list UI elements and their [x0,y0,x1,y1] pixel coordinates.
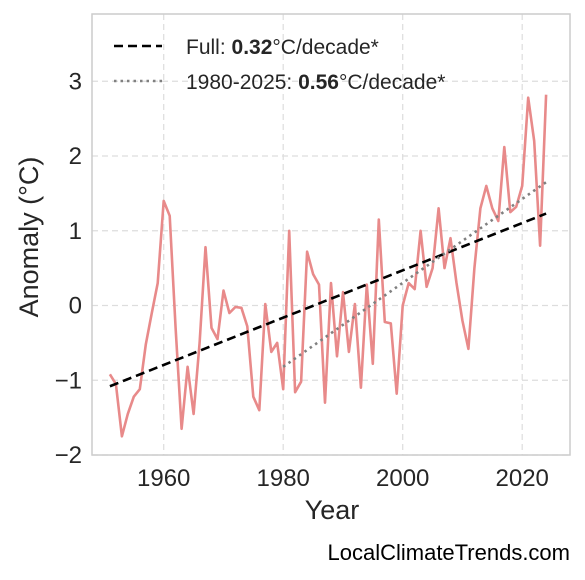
legend: Full: 0.32°C/decade* 1980-2025: 0.56°C/d… [114,36,445,94]
legend-full-unit: °C/decade* [272,36,378,59]
plot-area-frame [91,13,571,456]
x-tick-labels: 1960 1980 2000 2020 [137,465,549,492]
y-tick-label: −1 [55,367,82,394]
x-axis-label: Year [305,495,360,525]
legend-recent-prefix: 1980-2025: [186,71,298,94]
grid-lines [92,14,570,456]
y-tick-label: 3 [69,68,82,95]
legend-entry-recent: 1980-2025: 0.56°C/decade* [186,71,445,94]
legend-recent-unit: °C/decade* [339,71,445,94]
x-tick-label: 2000 [376,465,429,492]
y-axis-label: Anomaly (°C) [14,157,44,318]
x-tick-label: 1960 [137,465,190,492]
series-layer [108,94,548,438]
legend-full-value: 0.32 [232,36,273,59]
y-tick-label: 0 [69,293,82,320]
x-tick-label: 2020 [496,465,549,492]
y-tick-label: −2 [55,442,82,469]
legend-entry-full: Full: 0.32°C/decade* [186,36,379,59]
trendline-layer [109,181,547,388]
y-tick-label: 2 [69,143,82,170]
anomaly-series-line [108,94,548,438]
legend-recent-value: 0.56 [298,71,339,94]
watermark: LocalClimateTrends.com [328,540,571,565]
x-tick-label: 1980 [257,465,310,492]
trendline-recent [282,181,547,368]
trendline-full [109,212,547,388]
y-tick-labels: −2 −1 0 1 2 3 [55,68,82,469]
legend-full-prefix: Full: [186,36,232,59]
y-tick-label: 1 [69,218,82,245]
